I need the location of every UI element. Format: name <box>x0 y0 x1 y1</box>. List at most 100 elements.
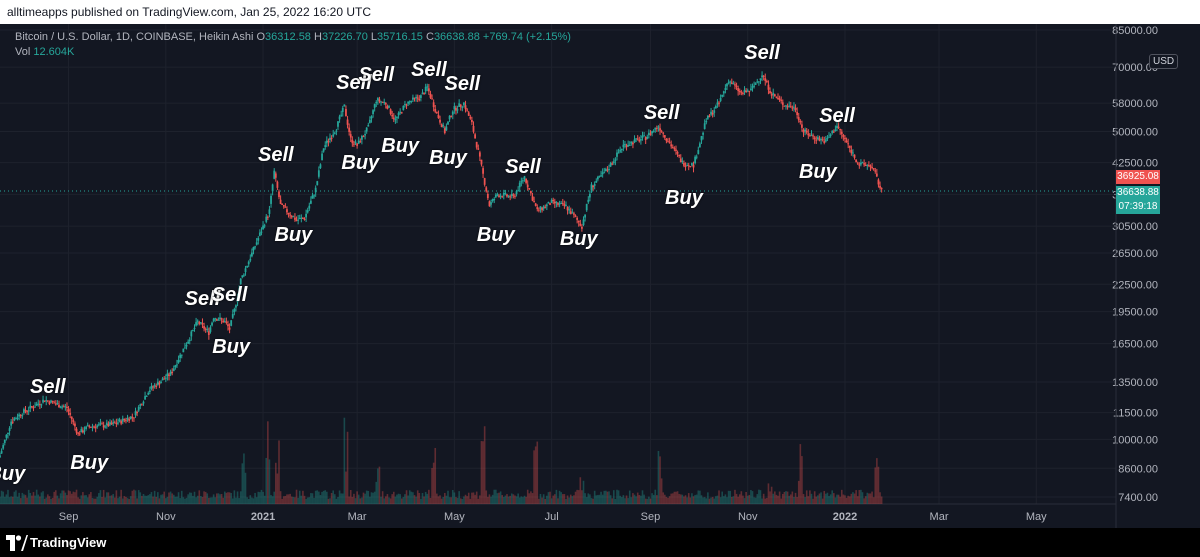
currency-badge[interactable]: USD <box>1149 54 1179 69</box>
price-chart[interactable]: 85000.00 70000.00 58000.00 50000.00 42500.00… <box>0 24 1200 528</box>
volume-bar <box>735 493 738 504</box>
volume-bar <box>192 495 194 504</box>
volume-bar <box>405 490 408 504</box>
candle-body <box>356 143 359 146</box>
candle-body <box>152 386 154 388</box>
volume-bar <box>774 491 776 504</box>
volume-bar <box>574 491 577 504</box>
candle-body <box>549 203 551 205</box>
buy-annotation: Buy <box>212 336 251 359</box>
volume-bar <box>844 495 846 504</box>
candle-body <box>651 131 653 134</box>
candle-body <box>657 126 660 128</box>
candle-body <box>351 139 354 144</box>
volume-bar <box>163 491 166 504</box>
candle-body <box>348 127 351 132</box>
volume-bar <box>850 493 853 504</box>
volume-bar <box>750 489 752 504</box>
candle-body <box>196 320 199 322</box>
volume-bar <box>18 492 20 504</box>
candle-body <box>247 261 250 265</box>
candle-body <box>45 400 48 402</box>
volume-bar <box>745 491 747 504</box>
volume-bar <box>220 493 223 504</box>
volume-bar <box>461 498 464 504</box>
volume-bar <box>703 497 706 504</box>
volume-bar <box>153 490 156 504</box>
volume-bar <box>636 492 639 504</box>
volume-bar <box>204 491 207 504</box>
volume-bar <box>579 477 582 504</box>
candle-body <box>832 131 835 133</box>
candle-body <box>703 123 706 129</box>
candle-body <box>577 220 580 223</box>
volume-bar <box>539 493 542 504</box>
volume-bar <box>219 494 221 504</box>
candle-body <box>840 131 843 135</box>
candle-body <box>125 420 127 422</box>
volume-bar <box>538 498 540 504</box>
volume-bar <box>624 498 626 504</box>
volume-bar <box>61 490 63 504</box>
candle-body <box>467 112 470 116</box>
volume-bar <box>190 492 193 504</box>
volume-bar <box>456 497 459 504</box>
candle-body <box>536 207 539 210</box>
candle-body <box>874 170 877 172</box>
volume-bar <box>705 498 708 504</box>
candle-body <box>219 317 221 319</box>
volume-bar <box>451 490 454 504</box>
candle-body <box>365 127 368 132</box>
price-tick-label: 30500.00 <box>1112 221 1158 233</box>
candle-body <box>126 417 129 420</box>
candle-body <box>545 204 548 207</box>
volume-bar <box>777 495 779 504</box>
candle-body <box>850 149 853 154</box>
volume-bar <box>222 497 224 504</box>
candle-body <box>341 107 344 112</box>
volume-bar <box>227 492 229 504</box>
candle-body <box>498 195 500 198</box>
volume-bar <box>592 498 594 504</box>
footer-brand: TradingView <box>30 535 107 550</box>
candle-body <box>863 163 866 165</box>
candle-body <box>856 162 859 164</box>
volume-bar <box>627 498 629 504</box>
candle-body <box>118 419 121 422</box>
sell-annotation: Sell <box>819 104 855 127</box>
volume-bar <box>85 495 87 504</box>
candle-body <box>802 129 805 133</box>
volume-bar <box>786 491 789 504</box>
candle-body <box>62 406 65 408</box>
candle-body <box>421 92 424 95</box>
candle-body <box>569 211 572 215</box>
volume-bar <box>472 492 475 504</box>
volume-bar <box>864 496 867 504</box>
candle-body <box>34 406 36 408</box>
candle-body <box>604 169 607 172</box>
candle-body <box>478 152 481 157</box>
candle-body <box>357 140 360 144</box>
volume-bar <box>834 497 837 504</box>
chart-panel[interactable]: 85000.00 70000.00 58000.00 50000.00 42500.00… <box>0 24 1200 528</box>
volume-bar <box>265 457 268 504</box>
published-by-text: alltimeapps published on TradingView.com… <box>7 5 372 19</box>
volume-bar <box>98 493 100 504</box>
volume-bar <box>64 492 67 504</box>
volume-bar <box>308 497 311 504</box>
volume-bar <box>402 497 405 504</box>
candle-body <box>520 181 523 183</box>
volume-bar <box>51 497 54 504</box>
candle-body <box>812 135 814 137</box>
volume-bar <box>0 490 3 504</box>
candle-body <box>110 423 113 425</box>
volume-bar <box>654 489 657 504</box>
volume-bar <box>278 440 280 504</box>
volume-bar <box>212 494 215 504</box>
candle-body <box>455 107 457 111</box>
time-tick-label: 2022 <box>833 511 857 523</box>
volume-bar <box>110 495 113 504</box>
volume-bar <box>386 494 389 504</box>
candle-body <box>268 209 271 214</box>
candle-body <box>239 278 242 285</box>
